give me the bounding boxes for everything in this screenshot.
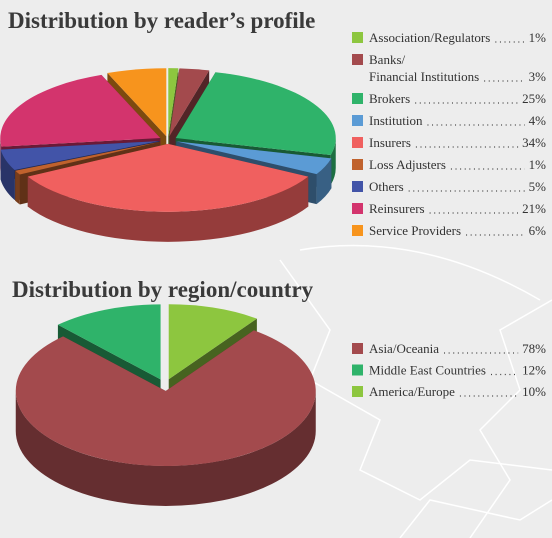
legend-swatch [352, 32, 363, 43]
slice [0, 141, 160, 171]
slice-side [27, 176, 309, 242]
legend-value: 25% [522, 91, 546, 106]
legend-value: 4% [529, 113, 547, 128]
slice [168, 304, 257, 380]
legend-label: Institution [369, 113, 423, 128]
legend-label: Insurers [369, 135, 411, 150]
legend-item: Others 5% [352, 179, 546, 194]
legend-value: 12% [522, 363, 546, 378]
legend-label: Brokers [369, 91, 410, 106]
legend-value: 10% [522, 384, 546, 399]
legend-swatch [352, 225, 363, 236]
slice [15, 330, 316, 466]
chart-title: Distribution by region/country [12, 277, 314, 302]
legend-swatch [352, 364, 363, 376]
legend-item: Brokers 25% [352, 91, 546, 106]
chart-title: Distribution by reader’s profile [8, 8, 315, 33]
legend-item: Banks/Financial Institutions 3% [352, 52, 546, 84]
legend-value: 34% [522, 135, 546, 150]
slice [168, 68, 179, 137]
legend-value: 6% [529, 223, 547, 238]
slice [0, 74, 161, 147]
legend-item: Service Providers 6% [352, 223, 546, 238]
legend-label: Loss Adjusters [369, 157, 446, 172]
legend-swatch [352, 93, 363, 104]
legend-value: 5% [529, 179, 547, 194]
pie [0, 68, 336, 242]
legend-label: America/Europe [369, 384, 455, 399]
legend-label: Others [369, 179, 404, 194]
slice-side [316, 158, 332, 205]
legend-label: Reinsurers [369, 201, 425, 216]
slice [27, 143, 309, 212]
decoration [279, 244, 552, 538]
legend-swatch [352, 181, 363, 192]
slice [57, 304, 161, 380]
legend-value: 78% [522, 341, 546, 356]
legend-item: Middle East Countries 12% [352, 363, 546, 378]
slice [169, 68, 210, 137]
legend-item: Insurers 34% [352, 135, 546, 150]
legend-item: Reinsurers 21% [352, 201, 546, 216]
legend-label: Service Providers [369, 223, 461, 238]
deco-line [399, 499, 552, 538]
deco-line [299, 244, 541, 301]
legend-item: America/Europe 10% [352, 384, 546, 399]
legend-swatch [352, 203, 363, 214]
legend-label: Asia/Oceania [369, 341, 439, 356]
legend-label: Middle East Countries [369, 363, 486, 378]
deco-line [469, 299, 552, 538]
legend-swatch [352, 159, 363, 170]
legend-item: Asia/Oceania 78% [352, 341, 546, 356]
legend-value: 3% [529, 69, 547, 84]
legend-item: Loss Adjusters 1% [352, 157, 546, 172]
legend-label: Association/Regulators [369, 30, 490, 45]
slice-side [0, 149, 15, 201]
legend-swatch [352, 386, 363, 397]
legend-swatch [352, 54, 363, 65]
legend-swatch [352, 137, 363, 148]
slice [176, 141, 332, 175]
legend-value: 21% [522, 201, 546, 216]
legend-item: Institution 4% [352, 113, 546, 128]
pie [15, 304, 316, 506]
legend-swatch [352, 343, 363, 354]
legend-value: 1% [529, 30, 547, 45]
slice-side [15, 170, 20, 205]
deco-line [279, 259, 552, 501]
legend-label: Banks/Financial Institutions [369, 52, 479, 84]
slice-side [330, 138, 336, 185]
slice-side [15, 390, 316, 506]
slice [107, 68, 167, 137]
slice [15, 141, 160, 175]
legend-value: 1% [529, 157, 547, 172]
legend-swatch [352, 115, 363, 126]
slice [175, 72, 336, 155]
legend-item: Association/Regulators 1% [352, 30, 546, 45]
